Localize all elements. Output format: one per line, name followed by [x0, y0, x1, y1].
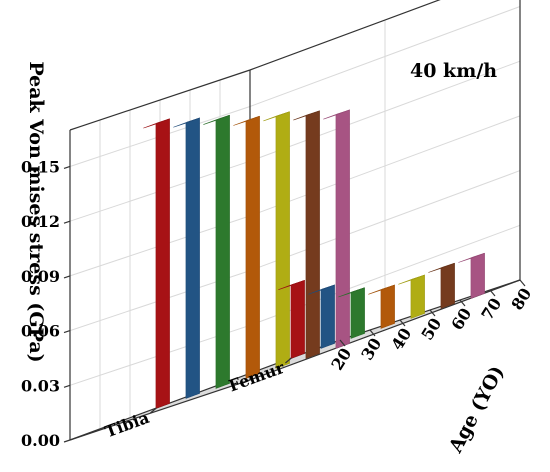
age-tick-mark — [489, 289, 496, 297]
bar — [293, 110, 320, 359]
annotation-speed: 40 km/h — [410, 60, 497, 82]
age-tick-mark — [459, 299, 466, 307]
bar — [308, 284, 335, 349]
category-tick-mark — [285, 357, 292, 364]
bar — [263, 111, 290, 369]
z-tick-label: 0.06 — [21, 322, 60, 341]
age-tick-label: 40 — [387, 325, 415, 354]
frame-edge — [69, 379, 251, 441]
age-tick-label: 70 — [477, 295, 505, 324]
age-tick-mark — [399, 319, 406, 327]
bar — [173, 117, 200, 399]
z-axis-title: Peak Von mises stress (GPa) — [25, 61, 47, 362]
age-tick-mark — [339, 339, 346, 347]
bar — [203, 114, 230, 389]
bar — [368, 284, 395, 329]
age-tick-mark — [429, 309, 436, 317]
z-tick-label: 0.00 — [21, 431, 60, 450]
z-tick-label: 0.03 — [21, 376, 60, 395]
frame-edge — [249, 0, 441, 71]
z-tick-label: 0.15 — [21, 157, 60, 176]
age-tick-label: 50 — [417, 315, 445, 344]
z-tick-mark — [63, 275, 71, 279]
gridline-category — [204, 329, 386, 391]
category-label: Tibia — [102, 408, 151, 441]
bar — [338, 287, 365, 339]
frame-edge — [69, 69, 251, 131]
bar — [458, 252, 485, 299]
age-tick-label: 80 — [507, 285, 535, 314]
y-axis-title: Age (YO) — [444, 362, 508, 457]
bar — [278, 280, 305, 359]
bar — [398, 274, 425, 319]
z-tick-mark — [63, 439, 71, 443]
z-tick-mark — [63, 165, 71, 170]
bar — [233, 115, 260, 379]
z-tick-mark — [63, 384, 71, 388]
age-tick-label: 60 — [447, 305, 475, 334]
bar — [143, 118, 170, 409]
age-tick-mark — [369, 329, 376, 337]
z-tick-label: 0.09 — [21, 267, 60, 286]
category-tick-mark — [150, 407, 157, 414]
z-tick-label: 0.12 — [21, 212, 60, 231]
bar — [428, 262, 455, 309]
z-tick-mark — [63, 220, 71, 224]
age-tick-mark — [519, 279, 526, 287]
bar — [323, 109, 350, 349]
z-tick-mark — [63, 330, 71, 334]
bars — [143, 109, 485, 409]
